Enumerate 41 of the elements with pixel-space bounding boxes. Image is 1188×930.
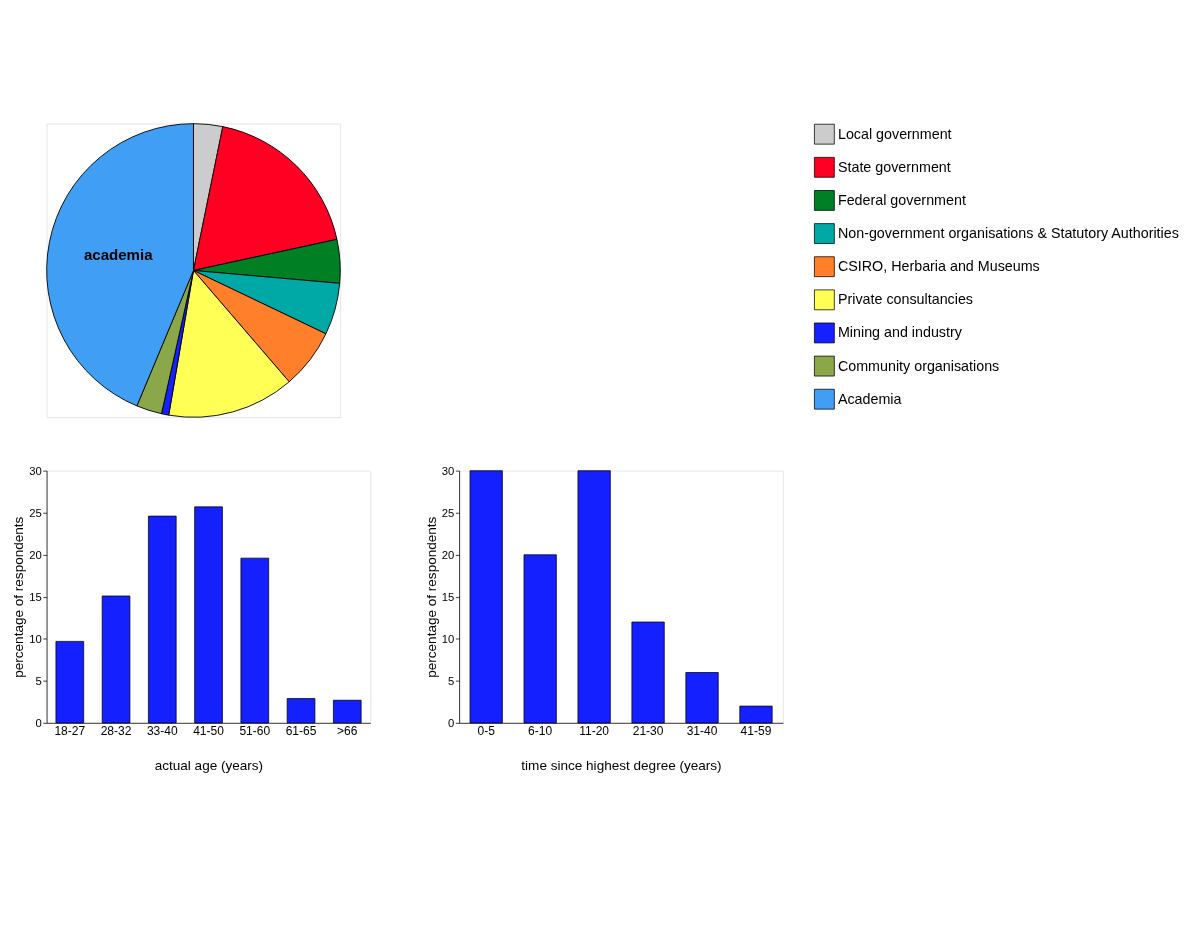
x-tick-label: 21-30 xyxy=(632,723,664,738)
x-axis-title: actual age (years) xyxy=(154,757,264,773)
legend-label: Community organisations xyxy=(837,357,1000,374)
legend-label: State government xyxy=(837,158,951,175)
text: academia xyxy=(83,245,154,263)
y-tick-label: 30 xyxy=(441,464,455,477)
legend-label: CSIRO, Herbaria and Museums xyxy=(837,258,1040,275)
legend-label: Non-government organisations & Statutory Authorities xyxy=(837,225,1179,242)
y-tick-label: 20 xyxy=(29,548,42,561)
legend-label: Federal government xyxy=(837,191,966,208)
y-tick-label: 0 xyxy=(35,717,42,730)
y-tick-label: 25 xyxy=(29,506,42,519)
y-tick-label: 15 xyxy=(441,590,455,603)
y-tick-label: 20 xyxy=(441,548,455,561)
x-tick-label: >66 xyxy=(337,723,358,738)
y-tick-label: 5 xyxy=(35,675,42,688)
y-axis-title: percentage of respondents xyxy=(11,516,27,678)
x-tick-label: 33-40 xyxy=(146,723,178,738)
x-tick-label: 61-65 xyxy=(285,723,317,738)
legend-label: Private consultancies xyxy=(837,291,974,308)
x-tick-label: 41-59 xyxy=(740,723,772,738)
x-tick-label: 28-32 xyxy=(100,723,132,738)
y-tick-label: 5 xyxy=(448,675,455,688)
x-tick-label: 41-50 xyxy=(193,723,225,738)
x-axis-title: time since highest degree (years) xyxy=(521,757,722,773)
y-tick-label: 30 xyxy=(29,464,42,477)
y-axis-title: percentage of respondents xyxy=(423,516,439,678)
x-tick-label: 51-60 xyxy=(239,723,271,738)
legend-label: Mining and industry xyxy=(837,324,963,341)
x-tick-label: 0-5 xyxy=(477,723,496,738)
y-tick-label: 10 xyxy=(441,633,455,645)
y-tick-label: 0 xyxy=(448,717,455,730)
x-tick-label: 31-40 xyxy=(686,723,718,738)
x-tick-label: 11-20 xyxy=(579,723,610,738)
x-tick-label: 6-10 xyxy=(528,723,553,738)
x-tick-label: 18-27 xyxy=(54,723,86,738)
y-tick-label: 15 xyxy=(29,590,42,603)
legend-label: Local government xyxy=(837,125,952,142)
y-tick-label: 25 xyxy=(441,506,455,519)
legend-label: Academia xyxy=(837,390,902,407)
y-tick-label: 10 xyxy=(29,633,42,645)
